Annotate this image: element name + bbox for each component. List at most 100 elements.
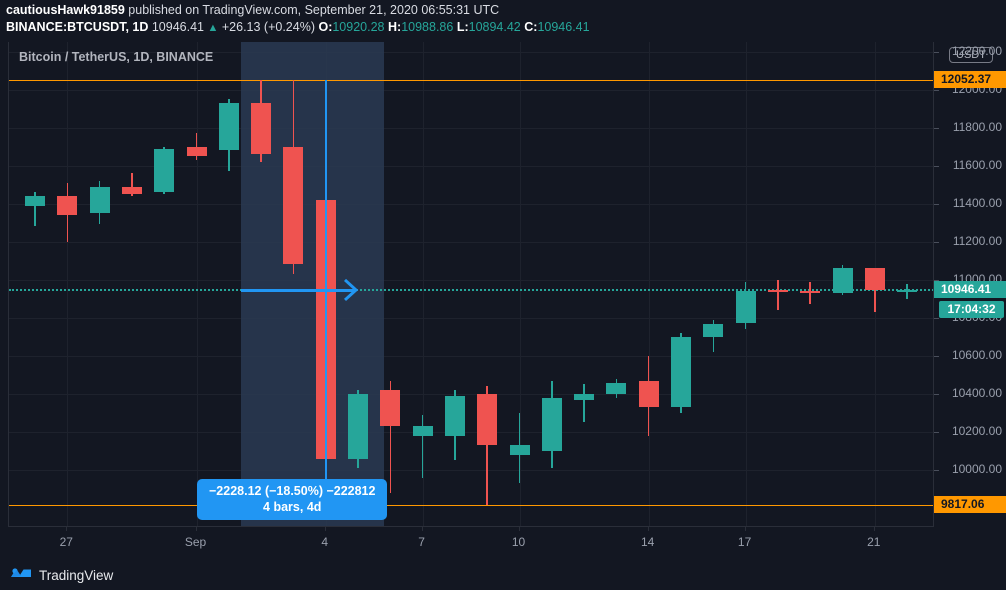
- last-price-label: 10946.41: [151, 20, 204, 34]
- candlestick[interactable]: [767, 42, 788, 526]
- candle-wick: [486, 386, 488, 505]
- grid-line: [9, 317, 933, 319]
- candle-wick: [583, 384, 585, 423]
- candlestick[interactable]: [574, 42, 595, 526]
- price-tick-mark: [934, 165, 939, 167]
- candle-body: [283, 146, 304, 265]
- candlestick[interactable]: [703, 42, 724, 526]
- candlestick[interactable]: [218, 42, 239, 526]
- measure-horizontal-line[interactable]: [241, 288, 355, 292]
- candlestick[interactable]: [606, 42, 627, 526]
- candlestick[interactable]: [348, 42, 368, 526]
- candlestick[interactable]: [735, 42, 756, 526]
- resistance-price-badge[interactable]: 12052.37: [934, 71, 1006, 89]
- open-value: 10920.28: [332, 20, 385, 34]
- candle-wick: [389, 380, 392, 493]
- currency-badge: USDT: [949, 47, 993, 63]
- high-value: 10988.86: [401, 20, 454, 34]
- candle-wick: [777, 279, 779, 311]
- candlestick[interactable]: [800, 42, 821, 526]
- time-tick-mark: [873, 527, 875, 531]
- brand-label: TradingView: [39, 567, 114, 583]
- price-tick-mark: [934, 127, 939, 129]
- price-tick-mark: [934, 51, 939, 53]
- candle-body: [186, 146, 207, 157]
- candlestick[interactable]: [638, 42, 659, 526]
- candle-body: [477, 393, 498, 446]
- candlestick[interactable]: [897, 42, 918, 526]
- candle-body: [800, 291, 821, 293]
- candlestick[interactable]: [444, 42, 465, 526]
- grid-line: [9, 51, 933, 53]
- candle-body: [57, 196, 78, 216]
- grid-line: [9, 165, 933, 167]
- candlestick[interactable]: [57, 42, 78, 526]
- chart-area[interactable]: Bitcoin / TetherUS, 1D, BINANCE USDT 122…: [0, 42, 1006, 560]
- time-tick-label: 7: [418, 535, 425, 549]
- candlestick[interactable]: [186, 42, 207, 526]
- candlestick[interactable]: [89, 42, 110, 526]
- candlestick[interactable]: [509, 42, 530, 526]
- time-tick-mark: [66, 527, 68, 531]
- price-axis[interactable]: USDT 12200.00 12000.00 11800.00 11600.00 114…: [933, 42, 1006, 527]
- grid-line: [9, 127, 933, 129]
- candle-body: [89, 186, 110, 214]
- candle-body: [864, 268, 885, 291]
- candlestick[interactable]: [154, 42, 175, 526]
- publish-line: cautiousHawk91859 published on TradingVi…: [6, 2, 1006, 19]
- time-tick-label: 10: [511, 535, 526, 549]
- candlestick[interactable]: [25, 42, 45, 526]
- price-tick-label: 11400.00: [952, 195, 1002, 210]
- candle-body: [735, 291, 756, 324]
- low-value: 10894.42: [468, 20, 521, 34]
- candlestick[interactable]: [864, 42, 885, 526]
- time-tick-label: 14: [641, 535, 655, 549]
- grid-line: [9, 393, 933, 395]
- close-value: 10946.41: [537, 20, 590, 34]
- up-triangle-icon: ▲: [207, 22, 219, 34]
- price-plot[interactable]: Bitcoin / TetherUS, 1D, BINANCE: [8, 42, 933, 527]
- price-tick-label: 10000.00: [951, 461, 1002, 476]
- candlestick[interactable]: [671, 42, 691, 526]
- countdown-timer-badge[interactable]: 17:04:32: [939, 301, 1004, 319]
- price-tick-mark: [934, 241, 939, 243]
- price-tick-mark: [934, 469, 939, 471]
- grid-line: [9, 431, 933, 433]
- candlestick[interactable]: [380, 42, 401, 526]
- time-axis[interactable]: 27 Sep 4 7 10 14 17 21: [8, 527, 933, 560]
- grid-line-vertical: [196, 42, 198, 526]
- candle-body: [541, 397, 562, 451]
- current-price-badge[interactable]: 10946.41: [934, 281, 1006, 299]
- time-tick-mark: [518, 527, 520, 531]
- time-tick-label: 21: [867, 535, 881, 549]
- candlestick[interactable]: [477, 42, 498, 526]
- candle-body: [606, 382, 627, 394]
- candle-wick: [34, 192, 36, 227]
- candle-body: [832, 268, 853, 293]
- price-tick-label: 10600.00: [951, 347, 1002, 362]
- candlestick[interactable]: [412, 42, 433, 526]
- price-tick-label: 11800.00: [952, 119, 1002, 134]
- candle-wick: [421, 414, 424, 478]
- candlestick[interactable]: [832, 42, 853, 526]
- support-price-badge[interactable]: 9817.06: [934, 496, 1006, 514]
- candle-wick: [131, 173, 133, 196]
- grid-line: [9, 203, 933, 205]
- price-tick-label: 10400.00: [951, 385, 1002, 400]
- close-label: C:: [524, 20, 538, 34]
- price-change-label: +26.13 (+0.24%): [221, 20, 315, 34]
- candlestick[interactable]: [283, 42, 304, 526]
- price-tick-label: 11600.00: [952, 157, 1002, 172]
- candle-body: [251, 102, 272, 155]
- support-price-line: [9, 504, 933, 506]
- candlestick[interactable]: [251, 42, 272, 526]
- candlestick[interactable]: [541, 42, 562, 526]
- time-tick-mark: [195, 527, 197, 531]
- published-info-bar: cautiousHawk91859 published on TradingVi…: [0, 0, 1006, 38]
- measure-bars-label: 4 bars, 4d: [263, 500, 322, 514]
- open-label: O:: [318, 20, 333, 34]
- candle-body: [380, 390, 401, 427]
- time-tick-mark: [744, 527, 746, 531]
- candle-body: [767, 290, 788, 292]
- candlestick[interactable]: [121, 42, 142, 526]
